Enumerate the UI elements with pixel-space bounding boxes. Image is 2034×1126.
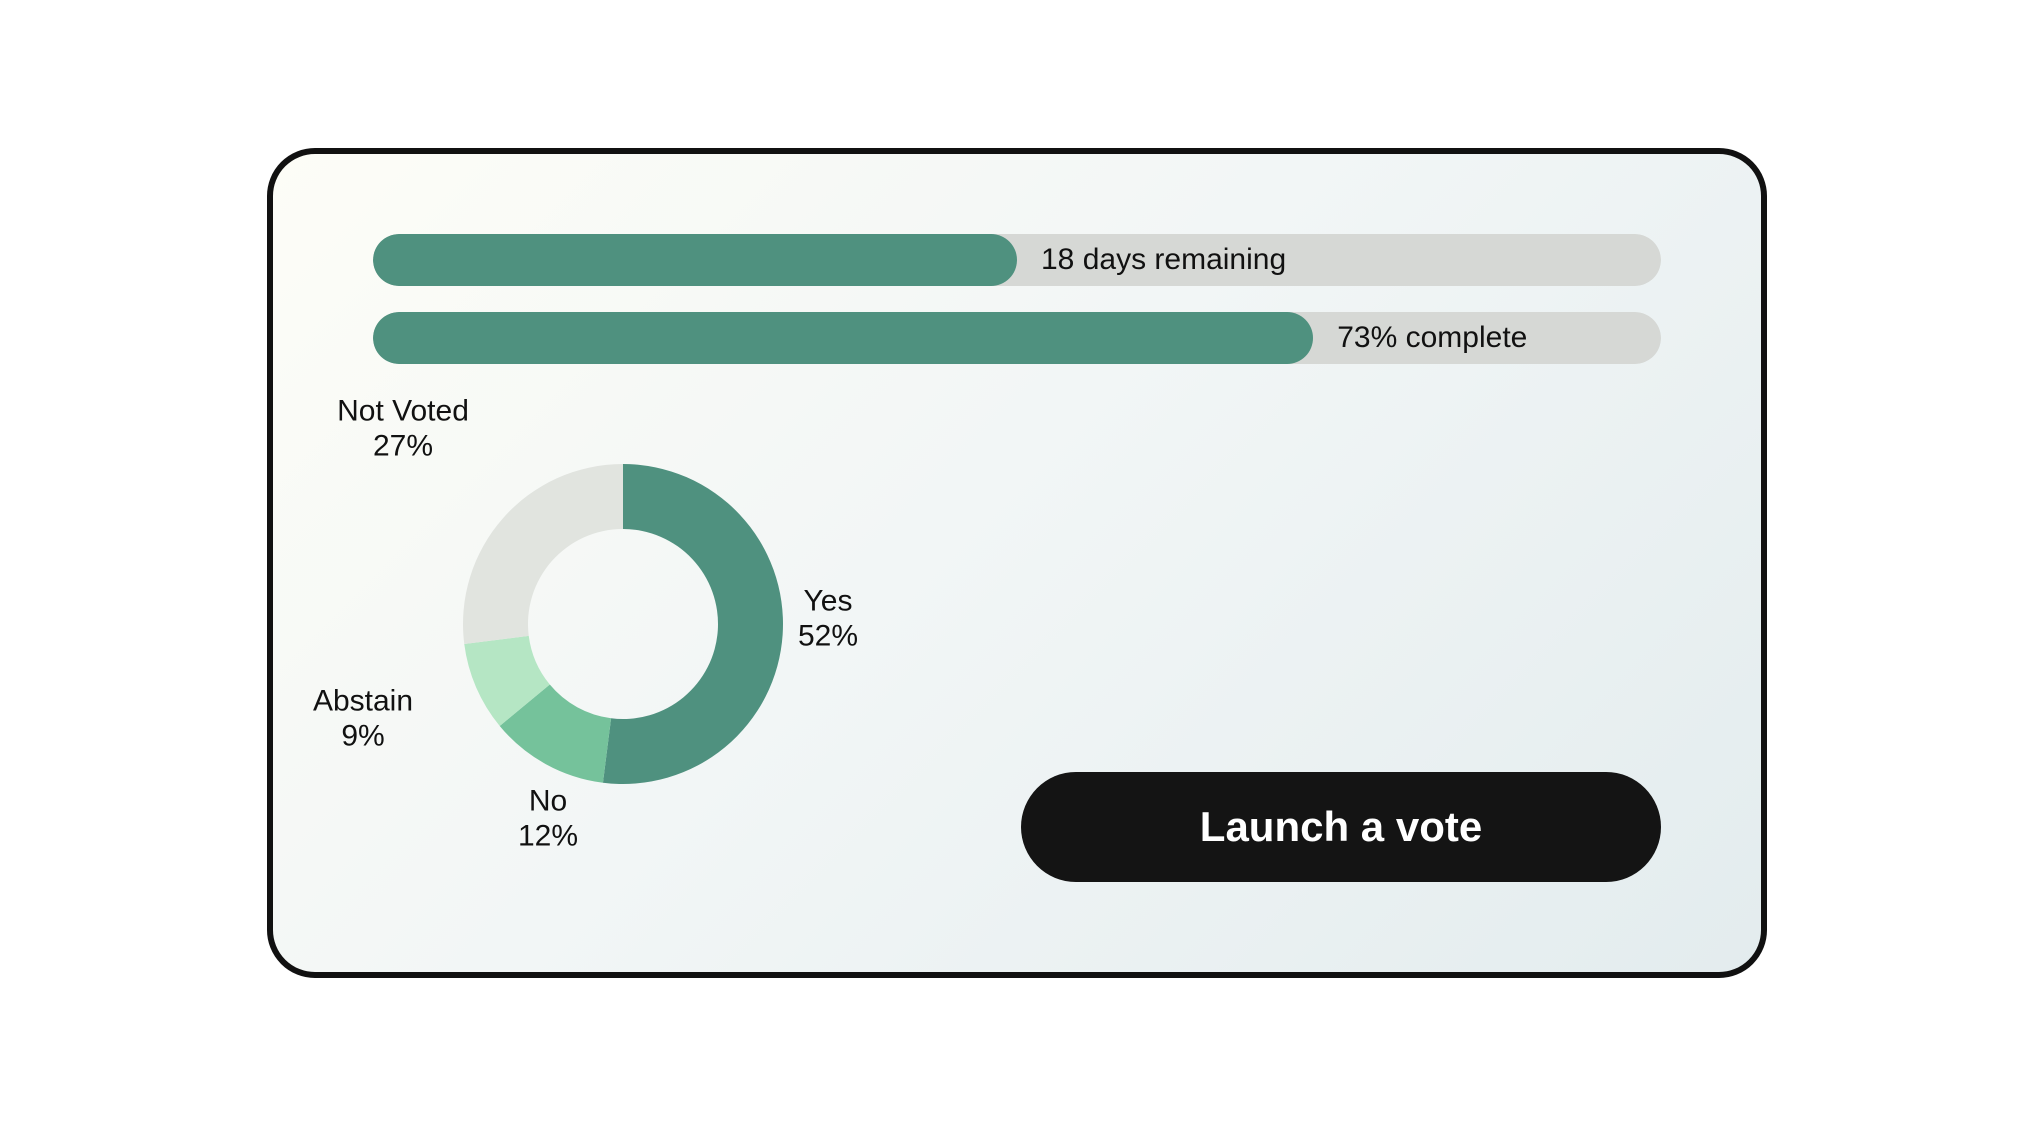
donut-label-abstain: Abstain9%: [313, 685, 413, 754]
vote-status-card: 18 days remaining 73% complete Yes52% No…: [267, 148, 1767, 978]
vote-donut-chart: Yes52% No12% Abstain9% Not Voted27%: [453, 454, 793, 794]
progress-bar-complete-label: 73% complete: [1337, 312, 1527, 364]
donut-slice-notvoted: [463, 464, 623, 644]
progress-bar-complete-fill: [373, 312, 1313, 364]
donut-svg: [453, 454, 793, 794]
progress-bar-complete: 73% complete: [373, 312, 1661, 364]
donut-label-yes: Yes52%: [798, 585, 858, 654]
progress-bar-time: 18 days remaining: [373, 234, 1661, 286]
donut-label-notvoted: Not Voted27%: [337, 395, 469, 464]
progress-bar-time-label: 18 days remaining: [1041, 234, 1286, 286]
donut-label-no: No12%: [518, 785, 578, 854]
progress-bars: 18 days remaining 73% complete: [373, 234, 1661, 390]
donut-slice-yes: [603, 464, 783, 784]
launch-vote-button[interactable]: Launch a vote: [1021, 772, 1661, 882]
progress-bar-time-fill: [373, 234, 1017, 286]
